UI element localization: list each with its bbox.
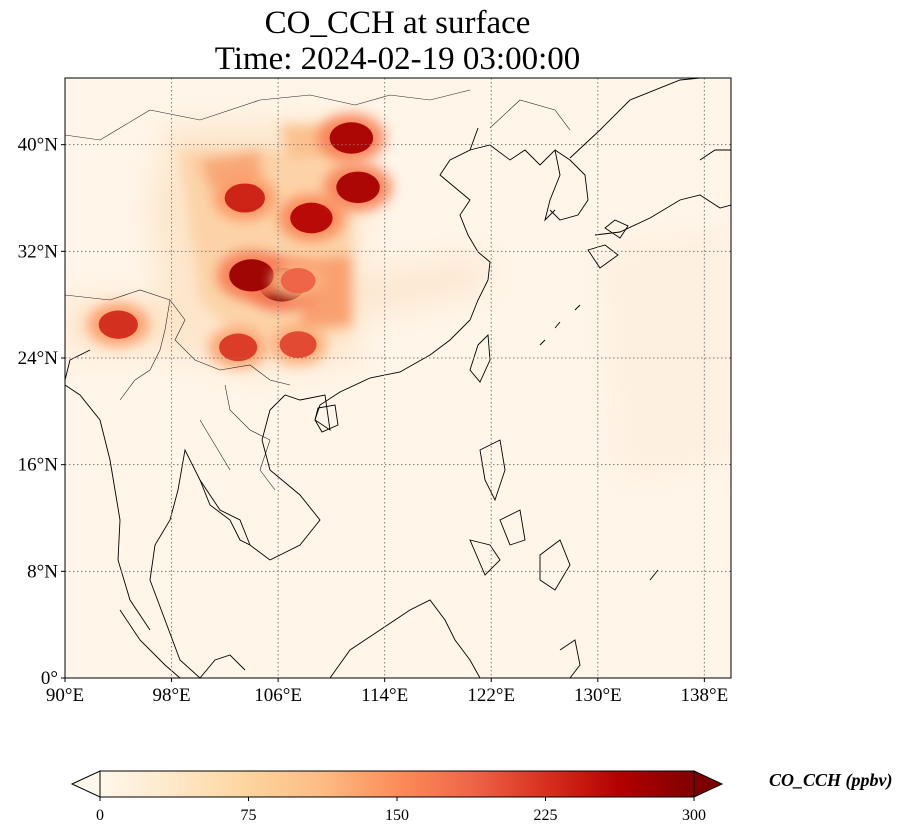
x-tick-label: 130°E xyxy=(574,685,622,706)
x-tick-label: 122°E xyxy=(467,685,515,706)
map-title: CO_CCH at surface xyxy=(264,5,531,41)
plume-hotspot xyxy=(229,259,274,292)
y-tick-label: 0° xyxy=(41,668,58,689)
gridlines xyxy=(65,78,731,678)
colorbar-tick-label: 225 xyxy=(534,807,558,824)
plume-hotspot xyxy=(98,310,138,339)
colorbar-ticks: 0 75 150 225 300 xyxy=(96,797,706,824)
colorbar-tick-label: 300 xyxy=(682,807,706,824)
x-tick-label: 90°E xyxy=(46,685,84,706)
country-borders xyxy=(65,89,571,491)
coastlines xyxy=(65,78,731,678)
plume-hotspot xyxy=(280,268,316,294)
y-tick-label: 40°N xyxy=(18,135,59,156)
map-frame xyxy=(64,77,732,679)
y-tick-label: 16°N xyxy=(18,455,59,476)
x-tick-label: 138°E xyxy=(681,685,729,706)
plume-hotspot xyxy=(224,183,265,213)
colorbar-extend-max xyxy=(693,770,724,798)
colorbar-tick-label: 0 xyxy=(96,807,104,824)
colorbar-tick-label: 150 xyxy=(385,807,409,824)
map-subtitle: Time: 2024-02-19 03:00:00 xyxy=(214,41,581,77)
colorbar: 0 75 150 225 300 xyxy=(70,770,724,824)
y-tick-label: 32°N xyxy=(18,241,59,262)
plume-hotspots xyxy=(87,113,392,369)
plume-hotspot xyxy=(336,171,380,204)
x-tick-label: 114°E xyxy=(361,685,408,706)
colorbar-label: CO_CCH (ppbv) xyxy=(769,770,893,790)
colorbar-tick-label: 75 xyxy=(241,807,257,824)
x-tick-label: 106°E xyxy=(254,685,302,706)
plume-hotspot xyxy=(290,202,333,234)
x-tick-label: 98°E xyxy=(152,685,190,706)
plume-hotspot xyxy=(279,331,317,359)
y-tick-label: 24°N xyxy=(18,348,59,369)
x-axis-ticks: 90°E 98°E 106°E 114°E 122°E 130°E 138°E xyxy=(46,678,728,706)
concentration-field xyxy=(65,78,731,678)
colorbar-gradient xyxy=(99,770,695,798)
plume-hotspot xyxy=(219,333,258,362)
y-tick-label: 8°N xyxy=(27,561,58,582)
colorbar-extend-min xyxy=(70,770,101,798)
y-axis-ticks: 0° 8°N 16°N 24°N 32°N 40°N xyxy=(18,135,65,689)
plume-hotspot xyxy=(329,122,374,154)
